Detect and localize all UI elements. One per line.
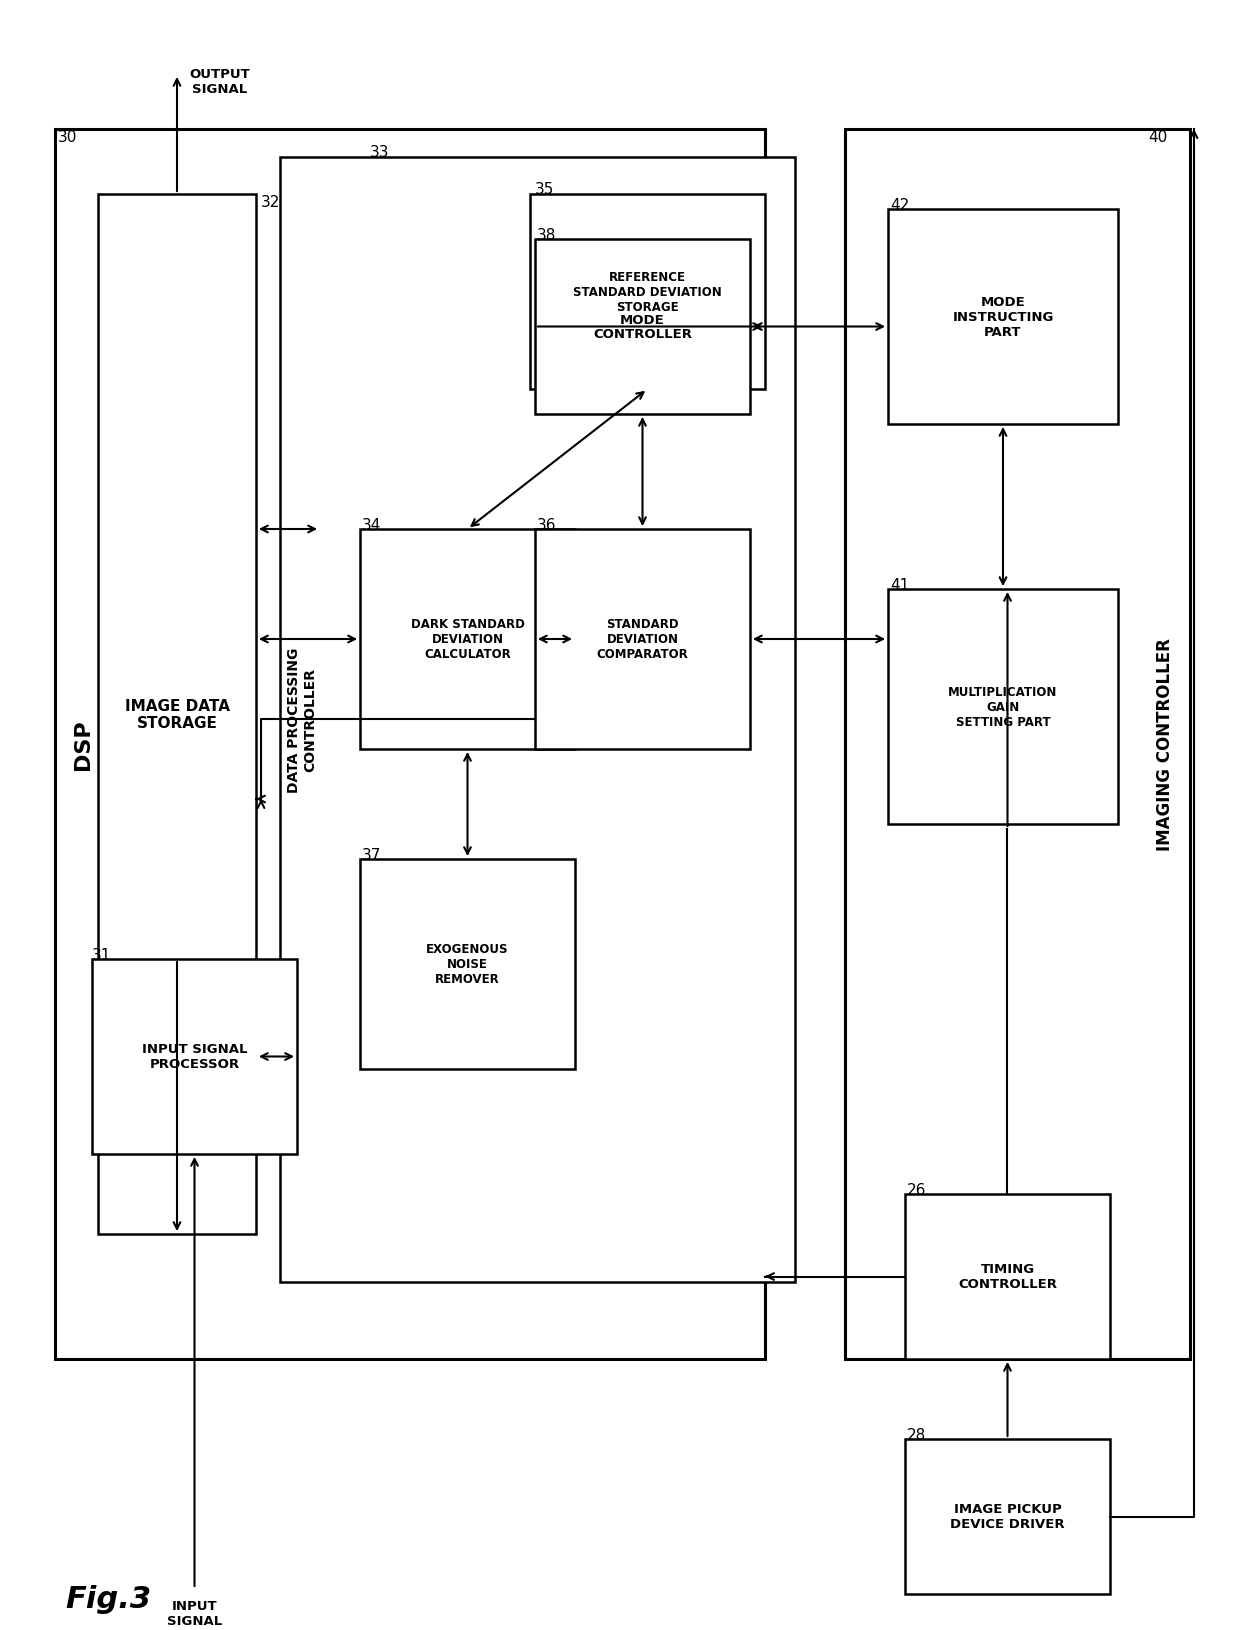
Text: 38: 38 (537, 228, 557, 243)
Bar (534, 240, 750, 414)
Text: 31: 31 (92, 947, 112, 962)
Text: DARK STANDARD
DEVIATION
CALCULATOR: DARK STANDARD DEVIATION CALCULATOR (410, 618, 525, 662)
Text: 34: 34 (362, 518, 382, 533)
Bar (55, 130, 765, 1359)
Text: 42: 42 (890, 197, 909, 214)
Bar (905, 1195, 1110, 1359)
Bar (360, 530, 575, 750)
Text: 40: 40 (1148, 130, 1167, 145)
Text: DATA PROCESSING
CONTROLLER: DATA PROCESSING CONTROLLER (286, 647, 317, 792)
Text: IMAGING CONTROLLER: IMAGING CONTROLLER (1156, 639, 1174, 851)
Text: 41: 41 (890, 577, 909, 593)
Text: MULTIPLICATION
GAIN
SETTING PART: MULTIPLICATION GAIN SETTING PART (949, 686, 1058, 729)
Text: EXOGENOUS
NOISE
REMOVER: EXOGENOUS NOISE REMOVER (427, 942, 508, 986)
Text: 32: 32 (260, 196, 280, 210)
Bar (534, 530, 750, 750)
Text: IMAGE PICKUP
DEVICE DRIVER: IMAGE PICKUP DEVICE DRIVER (950, 1503, 1065, 1531)
Bar (905, 1439, 1110, 1594)
Text: 37: 37 (362, 848, 382, 862)
Bar (98, 196, 255, 1234)
Bar (844, 130, 1190, 1359)
Text: MODE
CONTROLLER: MODE CONTROLLER (593, 313, 692, 341)
Text: 30: 30 (58, 130, 77, 145)
Text: INPUT
SIGNAL: INPUT SIGNAL (167, 1599, 222, 1627)
Text: MODE
INSTRUCTING
PART: MODE INSTRUCTING PART (952, 295, 1054, 339)
Text: 26: 26 (906, 1182, 926, 1198)
Text: OUTPUT
SIGNAL: OUTPUT SIGNAL (188, 68, 249, 96)
Bar (888, 590, 1118, 825)
Text: 33: 33 (370, 145, 389, 160)
Text: REFERENCE
STANDARD DEVIATION
STORAGE: REFERENCE STANDARD DEVIATION STORAGE (573, 271, 722, 315)
Bar (280, 158, 795, 1283)
Bar (92, 960, 298, 1154)
Text: TIMING
CONTROLLER: TIMING CONTROLLER (959, 1263, 1056, 1291)
Text: 28: 28 (906, 1428, 926, 1443)
Text: STANDARD
DEVIATION
COMPARATOR: STANDARD DEVIATION COMPARATOR (596, 618, 688, 662)
Text: Fig.3: Fig.3 (64, 1584, 151, 1614)
Text: INPUT SIGNAL
PROCESSOR: INPUT SIGNAL PROCESSOR (141, 1043, 247, 1071)
Bar (360, 859, 575, 1069)
Text: 35: 35 (534, 183, 554, 197)
Bar (529, 196, 765, 390)
Text: IMAGE DATA
STORAGE: IMAGE DATA STORAGE (124, 698, 229, 730)
Text: 36: 36 (537, 518, 557, 533)
Bar (888, 210, 1118, 425)
Text: DSP: DSP (73, 719, 93, 769)
